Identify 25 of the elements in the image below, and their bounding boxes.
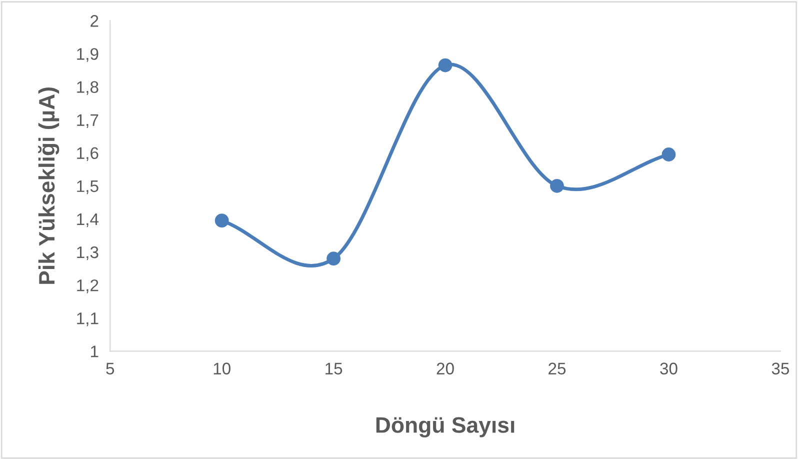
- y-axis-title: Pik Yüksekliği (µA): [38, 88, 60, 284]
- point: [214, 214, 229, 228]
- point: [438, 58, 452, 72]
- x-tick-label: 35: [772, 362, 790, 374]
- y-tick-label: 1,1: [77, 312, 98, 326]
- y-tick-label: 1,9: [77, 48, 98, 62]
- y-tick-label: 1,8: [77, 81, 98, 95]
- x-tick-label: 10: [214, 362, 230, 374]
- x-tick-label: 30: [660, 362, 678, 374]
- point: [662, 148, 676, 162]
- y-tick-label: 2: [90, 15, 98, 27]
- point: [550, 178, 564, 193]
- x-tick-label: 15: [326, 362, 342, 374]
- y-tick-label: 1,4: [77, 214, 99, 228]
- x-tick-label: 5: [106, 362, 114, 374]
- y-tick-label: 1,6: [77, 147, 98, 162]
- y-tick-label: 1,5: [77, 180, 98, 194]
- x-axis-title: Döngü Sayısı: [376, 417, 514, 438]
- y-tick-label: 1,3: [77, 246, 98, 260]
- y-tick-label: 1: [91, 346, 98, 358]
- x-tick-label: 25: [548, 362, 566, 374]
- x-tick-label: 20: [436, 362, 454, 374]
- y-tick-label: 1,2: [77, 279, 98, 294]
- point: [326, 252, 341, 266]
- y-tick-label: 1,7: [77, 114, 98, 128]
